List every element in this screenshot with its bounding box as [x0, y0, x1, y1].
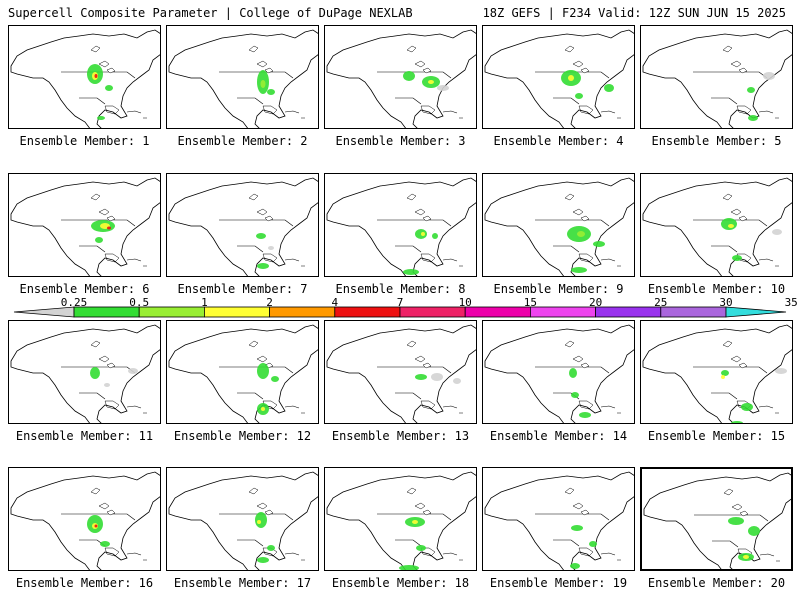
north-america-map: [326, 324, 476, 423]
colorbar-segment: [595, 306, 662, 318]
panel-label-member-8: Ensemble Member: 8: [335, 282, 466, 296]
map-panel-member-17[interactable]: [166, 467, 319, 571]
colorbar-label: 10: [458, 296, 472, 309]
panel-label-member-9: Ensemble Member: 9: [493, 282, 624, 296]
colorbar-svg: [13, 306, 787, 318]
map-panel-member-19[interactable]: [482, 467, 635, 571]
panel-label-member-19: Ensemble Member: 19: [489, 576, 628, 590]
map-panel-member-18[interactable]: [324, 467, 477, 571]
colorbar-segment: [725, 306, 787, 318]
panel-label-member-17: Ensemble Member: 17: [173, 576, 312, 590]
north-america-map: [643, 472, 791, 569]
colorbar-label: 7: [396, 296, 404, 309]
panel-label-member-10: Ensemble Member: 10: [647, 282, 786, 296]
map-panel-member-20[interactable]: [640, 467, 793, 571]
colorbar-label: 0.5: [129, 296, 150, 309]
map-panel-member-14[interactable]: [482, 320, 635, 424]
panel-label-member-6: Ensemble Member: 6: [19, 282, 150, 296]
north-america-map: [168, 177, 318, 276]
north-america-map: [10, 177, 160, 276]
colorbar-segment: [464, 306, 531, 318]
north-america-map: [642, 29, 792, 128]
north-america-map: [642, 177, 792, 276]
map-panel-member-12[interactable]: [166, 320, 319, 424]
colorbar-label: 1: [201, 296, 208, 309]
map-panel-member-3[interactable]: [324, 25, 477, 129]
panel-label-member-14: Ensemble Member: 14: [489, 429, 628, 443]
map-panel-member-10[interactable]: [640, 173, 793, 277]
colorbar-segment: [660, 306, 727, 318]
north-america-map: [168, 29, 318, 128]
panel-label-member-2: Ensemble Member: 2: [177, 134, 308, 148]
colorbar-label: 30: [719, 296, 733, 309]
colorbar-legend: 0.25 0.5 1 2 4 7 10 15 20 25 30 35: [0, 296, 800, 322]
colorbar-label: 2: [266, 296, 273, 309]
map-panel-member-8[interactable]: [324, 173, 477, 277]
panel-label-member-15: Ensemble Member: 15: [647, 429, 786, 443]
map-panel-member-13[interactable]: [324, 320, 477, 424]
panel-label-member-5: Ensemble Member: 5: [651, 134, 782, 148]
colorbar-segment: [399, 306, 466, 318]
map-panel-member-11[interactable]: [8, 320, 161, 424]
colorbar-label: 20: [588, 296, 603, 309]
panel-label-member-20: Ensemble Member: 20: [647, 576, 786, 590]
colorbar-segment: [530, 306, 597, 318]
colorbar-segment: [269, 306, 336, 318]
map-panel-member-4[interactable]: [482, 25, 635, 129]
panel-label-member-1: Ensemble Member: 1: [19, 134, 150, 148]
panel-label-member-4: Ensemble Member: 4: [493, 134, 624, 148]
page-title: Supercell Composite Parameter | College …: [8, 6, 413, 20]
north-america-map: [168, 324, 318, 423]
map-panel-member-2[interactable]: [166, 25, 319, 129]
north-america-map: [10, 29, 160, 128]
run-info: 18Z GEFS | F234 Valid: 12Z SUN JUN 15 20…: [482, 6, 786, 20]
panel-label-member-12: Ensemble Member: 12: [173, 429, 312, 443]
panel-label-member-11: Ensemble Member: 11: [15, 429, 154, 443]
colorbar-label: 25: [654, 296, 668, 309]
colorbar-label: 15: [523, 296, 538, 309]
colorbar-label: 35: [784, 296, 798, 309]
panel-label-member-7: Ensemble Member: 7: [177, 282, 308, 296]
north-america-map: [10, 471, 160, 570]
north-america-map: [484, 471, 634, 570]
north-america-map: [484, 177, 634, 276]
north-america-map: [484, 29, 634, 128]
colorbar-label: 0.25: [60, 296, 88, 309]
panel-label-member-3: Ensemble Member: 3: [335, 134, 466, 148]
map-panel-member-16[interactable]: [8, 467, 161, 571]
panel-label-member-16: Ensemble Member: 16: [15, 576, 154, 590]
north-america-map: [10, 324, 160, 423]
map-panel-member-9[interactable]: [482, 173, 635, 277]
map-panel-member-15[interactable]: [640, 320, 793, 424]
colorbar-label: 4: [331, 296, 339, 309]
map-panel-member-6[interactable]: [8, 173, 161, 277]
map-panel-member-5[interactable]: [640, 25, 793, 129]
north-america-map: [168, 471, 318, 570]
panel-label-member-13: Ensemble Member: 13: [331, 429, 470, 443]
map-panel-member-1[interactable]: [8, 25, 161, 129]
north-america-map: [326, 471, 476, 570]
north-america-map: [484, 324, 634, 423]
north-america-map: [326, 177, 476, 276]
colorbar-segment: [334, 306, 401, 318]
panel-label-member-18: Ensemble Member: 18: [331, 576, 470, 590]
colorbar-segment: [203, 306, 270, 318]
north-america-map: [642, 324, 792, 423]
map-panel-member-7[interactable]: [166, 173, 319, 277]
north-america-map: [326, 29, 476, 128]
